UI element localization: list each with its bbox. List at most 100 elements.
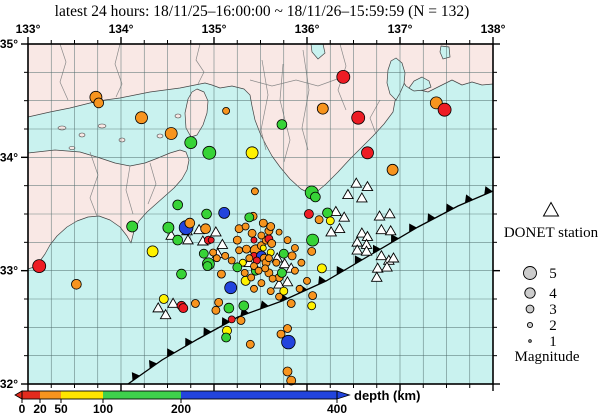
small-island (174, 113, 182, 119)
colorbar-segment (40, 391, 61, 399)
earthquake-marker (295, 284, 304, 293)
magnitude-label: Magnitude (515, 349, 580, 365)
earthquake-marker (290, 244, 299, 252)
magnitude-legend-circle (523, 266, 537, 280)
earthquake-marker (236, 316, 246, 325)
earthquake-marker (202, 145, 217, 160)
earthquake-marker (437, 102, 452, 117)
magnitude-legend-circle (525, 304, 535, 314)
earthquake-marker (306, 233, 320, 247)
depth-colorbar: 0 20 50 100 200 400 depth (km) (14, 388, 420, 415)
earthquake-marker (316, 263, 327, 274)
longitude-axis-label: 137° (388, 22, 413, 36)
earthquake-marker (281, 334, 296, 350)
prefecture-border (249, 77, 341, 87)
trench-tooth (131, 372, 140, 381)
earthquake-marker (172, 234, 184, 246)
earthquake-marker (240, 268, 249, 277)
prefecture-border (195, 43, 205, 85)
colorbar-left-arrow (14, 390, 23, 400)
donet-station-marker (361, 180, 374, 192)
earthquake-marker (245, 339, 255, 349)
earthquake-marker (232, 235, 242, 245)
trench-tooth (318, 275, 327, 285)
longitude-axis-label: 133° (16, 22, 41, 36)
prefecture-border (59, 43, 69, 101)
latitude-axis-label: 32° (0, 377, 18, 391)
earthquake-marker (207, 236, 215, 244)
earthquake-marker (266, 287, 275, 296)
earthquake-marker (307, 246, 317, 256)
colorbar-tick-label: 50 (54, 402, 68, 415)
map-canvas: 133° 134° 135° 136° 137° 138° 35° 34° 33° 32° (0, 22, 506, 391)
donet-station-marker (325, 226, 338, 237)
prefecture-border (89, 151, 99, 217)
figure-title: latest 24 hours: 18/11/25–16:00:00 ~ 18/… (55, 3, 470, 20)
colorbar-right-arrow (336, 390, 351, 400)
donet-station-marker (281, 275, 294, 287)
earthquake-marker (283, 236, 292, 245)
longitude-axis-label: 138° (481, 22, 506, 36)
earthquake-marker (211, 305, 221, 315)
prefecture-border (114, 43, 123, 98)
donet-station-marker (167, 297, 180, 308)
magnitude-legend-circle (528, 339, 532, 343)
earthquake-marker (198, 248, 209, 259)
donet-station-marker (338, 211, 351, 222)
earthquake-marker (218, 206, 231, 219)
donet-station-marker (181, 233, 194, 245)
donet-station-marker (351, 244, 364, 255)
earthquake-marker (278, 248, 289, 259)
prefecture-borders (59, 43, 381, 217)
donet-station-marker (209, 226, 222, 237)
earthquake-marker (201, 208, 212, 220)
earthquake-marker (264, 254, 273, 263)
earthquake-marker (286, 375, 297, 386)
map-frame-and-ticks (21, 37, 500, 391)
earthquake-marker (266, 222, 276, 231)
earthquake-marker (361, 146, 374, 160)
donet-station-marker (333, 222, 346, 233)
earthquake-marker (238, 300, 250, 312)
earthquake-marker (310, 191, 321, 203)
earthquake-marker (283, 324, 292, 333)
earthquake-marker (325, 216, 335, 226)
earthquake-marker (303, 209, 314, 219)
donet-station-marker (370, 271, 383, 282)
magnitude-legend-value: 1 (549, 334, 557, 350)
earthquake-marker (176, 268, 187, 280)
magnitude-legend-value: 2 (549, 318, 557, 334)
donet-station-marker (383, 207, 396, 219)
trench-tooth (446, 203, 455, 213)
earthquake-marker (227, 315, 236, 324)
trench-tooth (167, 348, 175, 358)
earthquake-marker (222, 107, 231, 115)
trench-tooth (336, 265, 345, 275)
colorbar-tick-label: 20 (33, 402, 47, 415)
earthquake-marker (259, 244, 267, 252)
latitude-axis-label: 33° (0, 264, 18, 278)
trench-tooth (409, 223, 417, 233)
depth-colorbar-label: depth (km) (354, 388, 420, 403)
earthquake-marker (268, 274, 277, 283)
earthquake-marker (276, 329, 286, 339)
trench-tooth (372, 244, 381, 254)
donet-station-marker (278, 257, 291, 269)
colorbar-tick-label: 400 (327, 402, 347, 415)
trench-tooth (149, 359, 158, 369)
trench-tooth (464, 194, 474, 204)
earthquake-marker (261, 264, 270, 273)
earthquake-marker (282, 366, 293, 377)
donet-station-marker (152, 301, 165, 313)
earthquake-marker (247, 273, 256, 282)
earthquake-marker (235, 246, 244, 255)
earthquake-marker (209, 248, 218, 257)
donet-station-marker (360, 245, 373, 256)
donet-station-marker (355, 192, 368, 203)
earthquake-marker (162, 221, 175, 234)
donet-station-marker (329, 205, 342, 216)
earthquake-marker (221, 332, 232, 343)
small-island (97, 123, 107, 129)
